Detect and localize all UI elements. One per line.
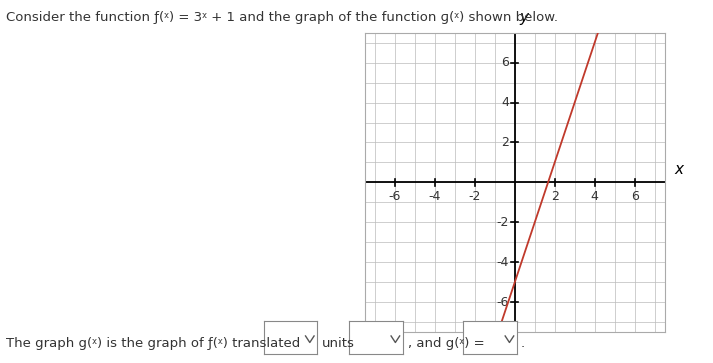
Text: -2: -2 xyxy=(496,216,509,229)
Text: y: y xyxy=(520,10,529,25)
Text: 2: 2 xyxy=(550,190,559,203)
Text: 4: 4 xyxy=(501,96,509,109)
Text: x: x xyxy=(674,162,684,178)
Text: 6: 6 xyxy=(630,190,639,203)
Text: -2: -2 xyxy=(468,190,481,203)
Text: -6: -6 xyxy=(389,190,401,203)
Text: 6: 6 xyxy=(501,56,509,69)
Text: , and g(ᵡ) =: , and g(ᵡ) = xyxy=(408,337,484,350)
Text: units: units xyxy=(322,337,355,350)
Text: .: . xyxy=(520,337,525,350)
Text: The graph g(ᵡ) is the graph of ƒ(ᵡ) translated: The graph g(ᵡ) is the graph of ƒ(ᵡ) tran… xyxy=(6,337,300,350)
Text: 4: 4 xyxy=(590,190,599,203)
Text: -4: -4 xyxy=(496,256,509,269)
Text: -6: -6 xyxy=(496,296,509,309)
Text: -4: -4 xyxy=(429,190,441,203)
Text: 2: 2 xyxy=(501,136,509,149)
Text: Consider the function ƒ(ᵡ) = 3ᵡ + 1 and the graph of the function ɡ(ᵡ) shown bel: Consider the function ƒ(ᵡ) = 3ᵡ + 1 and … xyxy=(6,11,558,24)
